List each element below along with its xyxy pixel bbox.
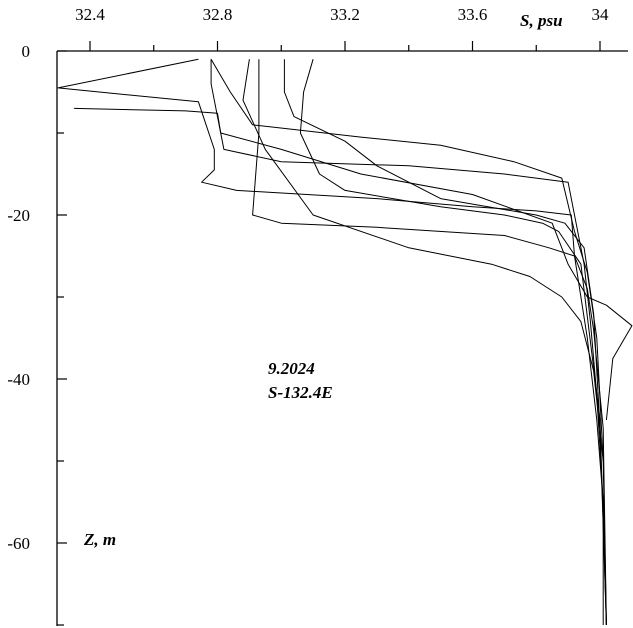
profile-line-8 (74, 107, 633, 421)
profile-line-6 (299, 59, 607, 626)
axes (56, 50, 628, 626)
annotation-date: 9.2024 (268, 359, 315, 378)
profile-line-5 (283, 59, 607, 626)
y-tick-label: 0 (22, 42, 31, 61)
x-tick-label: 33.6 (458, 5, 488, 24)
x-tick-label: 34 (592, 5, 610, 24)
profiles (57, 58, 633, 626)
profile-line-3 (210, 58, 607, 626)
x-tick-label: 33.2 (330, 5, 360, 24)
y-ticks: 0 -20 -40 -60 (7, 42, 67, 626)
x-ticks: 32.4 32.8 33.2 33.6 34 (75, 5, 609, 51)
y-tick-label: -60 (7, 534, 30, 553)
y-axis-title: Z, m (83, 530, 116, 549)
profile-line-2 (210, 59, 607, 626)
x-tick-label: 32.8 (203, 5, 233, 24)
profile-line-1 (57, 58, 604, 625)
x-axis-title: S, psu (520, 11, 563, 30)
annotation-location: S-132.4E (268, 383, 333, 402)
y-tick-label: -20 (7, 206, 30, 225)
x-tick-label: 32.4 (75, 5, 105, 24)
y-tick-label: -40 (7, 370, 30, 389)
profile-line-7 (242, 59, 604, 462)
